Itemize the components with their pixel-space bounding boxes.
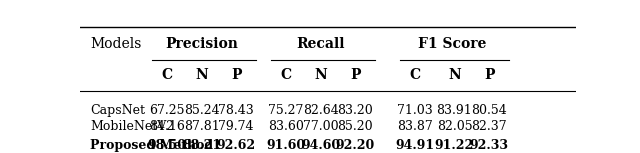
Text: 78.43: 78.43 (218, 104, 254, 117)
Text: 85.20: 85.20 (337, 120, 373, 133)
Text: F1 Score: F1 Score (418, 37, 486, 51)
Text: Recall: Recall (296, 37, 345, 51)
Text: 82.37: 82.37 (472, 120, 507, 133)
Text: 82.05: 82.05 (436, 120, 472, 133)
Text: Precision: Precision (165, 37, 238, 51)
Text: CapsNet: CapsNet (90, 104, 145, 117)
Text: 88.21: 88.21 (182, 139, 221, 152)
Text: P: P (231, 68, 241, 82)
Text: 79.74: 79.74 (218, 120, 254, 133)
Text: 75.27: 75.27 (268, 104, 303, 117)
Text: 92.33: 92.33 (470, 139, 509, 152)
Text: 71.03: 71.03 (397, 104, 433, 117)
Text: 83.60: 83.60 (268, 120, 304, 133)
Text: 91.22: 91.22 (435, 139, 474, 152)
Text: 94.60: 94.60 (301, 139, 340, 152)
Text: C: C (280, 68, 291, 82)
Text: 85.24: 85.24 (184, 104, 220, 117)
Text: 82.64: 82.64 (303, 104, 339, 117)
Text: P: P (350, 68, 360, 82)
Text: 94.91: 94.91 (396, 139, 435, 152)
Text: Models: Models (90, 37, 141, 51)
Text: 92.20: 92.20 (335, 139, 375, 152)
Text: C: C (161, 68, 172, 82)
Text: 98.50: 98.50 (147, 139, 186, 152)
Text: N: N (195, 68, 208, 82)
Text: Proposed Method: Proposed Method (90, 139, 213, 152)
Text: 92.62: 92.62 (217, 139, 256, 152)
Text: P: P (484, 68, 495, 82)
Text: 84.16: 84.16 (149, 120, 185, 133)
Text: C: C (409, 68, 420, 82)
Text: 83.87: 83.87 (397, 120, 433, 133)
Text: 77.00: 77.00 (303, 120, 339, 133)
Text: 91.60: 91.60 (266, 139, 305, 152)
Text: 67.25: 67.25 (149, 104, 184, 117)
Text: 83.20: 83.20 (337, 104, 373, 117)
Text: 87.81: 87.81 (184, 120, 220, 133)
Text: 80.54: 80.54 (471, 104, 507, 117)
Text: N: N (314, 68, 327, 82)
Text: 83.91: 83.91 (436, 104, 472, 117)
Text: N: N (448, 68, 461, 82)
Text: MobileNetV2: MobileNetV2 (90, 120, 174, 133)
